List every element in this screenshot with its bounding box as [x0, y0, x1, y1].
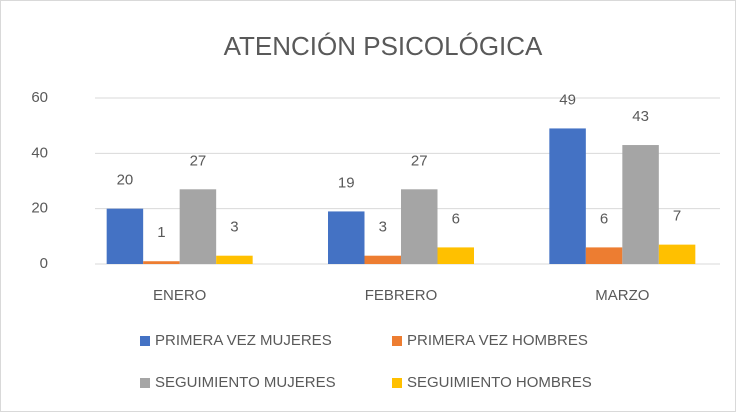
legend-label: SEGUIMIENTO MUJERES — [155, 374, 336, 391]
legend-swatch — [392, 336, 402, 346]
legend-swatch — [392, 378, 402, 388]
bar — [437, 247, 474, 264]
x-tick-label: ENERO — [153, 287, 206, 304]
bar — [106, 208, 144, 264]
bar — [658, 244, 696, 264]
data-label: 1 — [157, 224, 165, 241]
data-label: 27 — [190, 152, 207, 169]
data-label: 6 — [600, 210, 608, 227]
legend-swatch — [140, 336, 150, 346]
bar — [216, 255, 253, 264]
bar — [179, 189, 217, 264]
bar — [143, 261, 180, 264]
y-tick-label: 0 — [40, 255, 48, 272]
data-label: 3 — [230, 219, 238, 236]
y-tick-label: 40 — [31, 144, 48, 161]
data-label: 49 — [559, 91, 576, 108]
data-label: 7 — [673, 208, 681, 225]
data-label: 6 — [452, 210, 460, 227]
data-label: 3 — [379, 219, 387, 236]
bar — [364, 255, 401, 264]
chart-title: ATENCIÓN PSICOLÓGICA — [224, 31, 543, 61]
bar — [549, 128, 586, 264]
x-tick-label: FEBRERO — [365, 287, 438, 304]
data-label: 43 — [632, 108, 649, 125]
data-label: 27 — [411, 152, 428, 169]
y-tick-label: 60 — [31, 89, 48, 106]
bar — [585, 247, 623, 264]
x-tick-label: MARZO — [595, 287, 649, 304]
y-tick-label: 20 — [31, 200, 48, 217]
legend-swatch — [140, 378, 150, 388]
legend-label: PRIMERA VEZ HOMBRES — [407, 332, 588, 349]
legend-label: SEGUIMIENTO HOMBRES — [407, 374, 592, 391]
bar — [622, 145, 659, 264]
bar — [328, 211, 365, 264]
data-label: 19 — [338, 174, 355, 191]
data-label: 20 — [117, 172, 134, 189]
bar — [401, 189, 438, 264]
legend-label: PRIMERA VEZ MUJERES — [155, 332, 332, 349]
